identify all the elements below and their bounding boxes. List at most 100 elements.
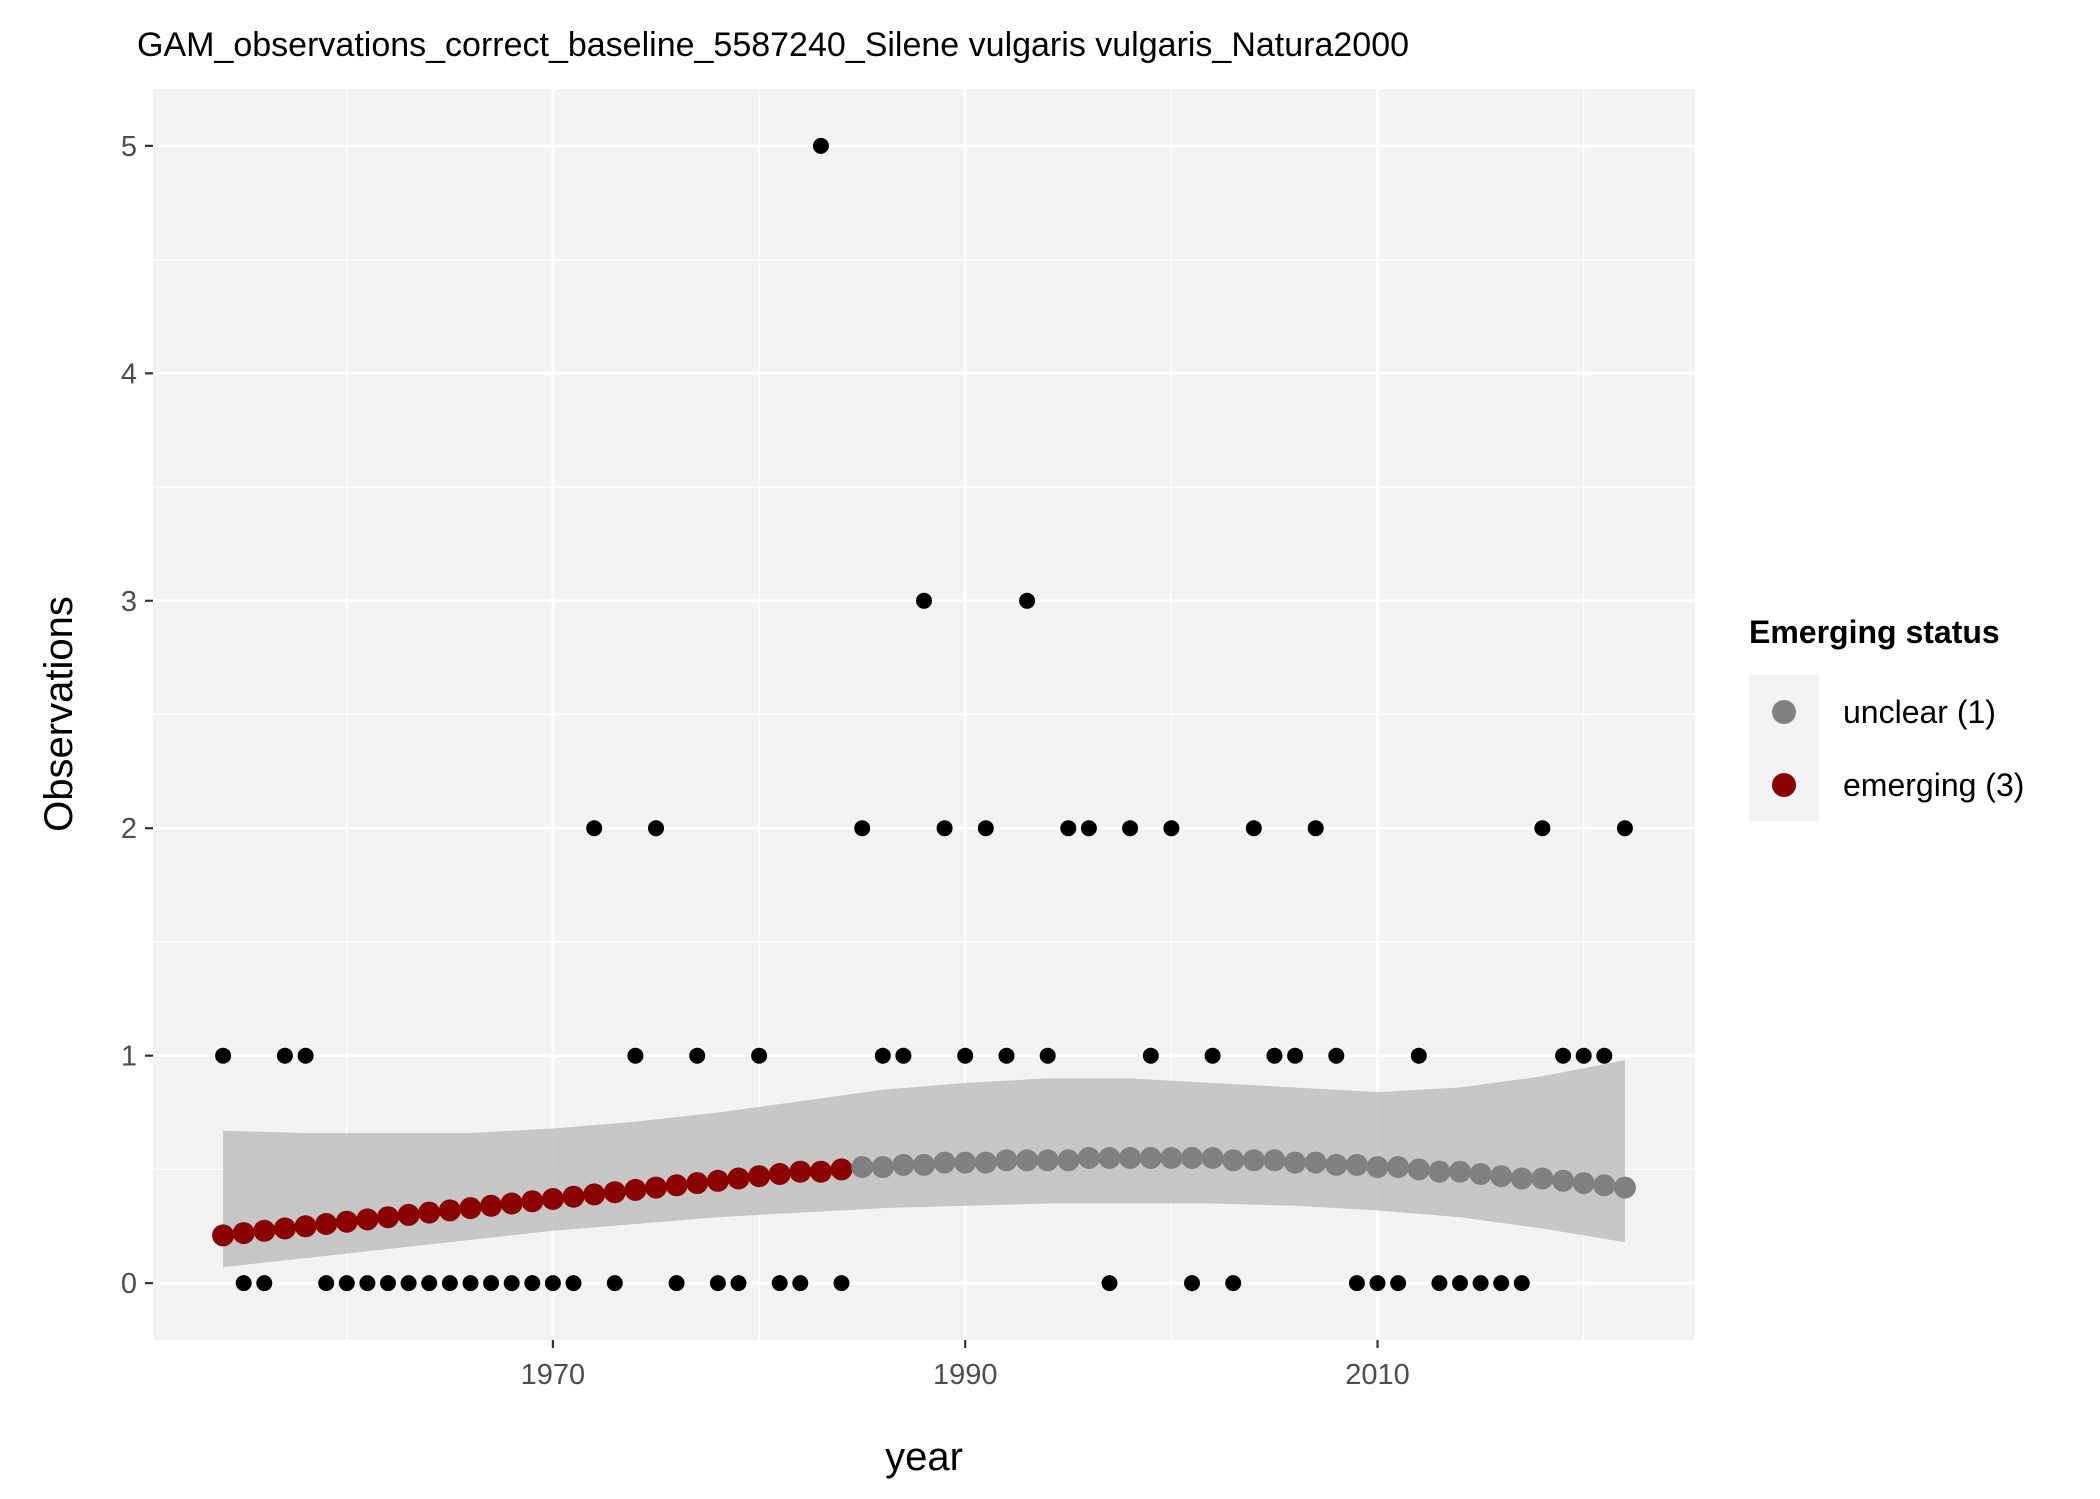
observation-point — [297, 1047, 314, 1064]
observation-point — [874, 1047, 891, 1064]
fitted-point-emerging — [706, 1169, 729, 1192]
observation-point — [1390, 1275, 1407, 1292]
observation-point — [1555, 1047, 1572, 1064]
observation-point — [1225, 1275, 1242, 1292]
y-axis: 0 1 2 3 4 5 — [121, 131, 153, 1300]
fitted-point-emerging — [748, 1165, 771, 1188]
y-tick-label: 0 — [121, 1268, 137, 1300]
x-axis: 1970 1990 2010 — [521, 1340, 1410, 1391]
fitted-point-emerging — [562, 1185, 585, 1208]
observation-point — [235, 1275, 252, 1292]
fitted-point-emerging — [768, 1163, 791, 1185]
fitted-point-unclear — [1593, 1174, 1616, 1197]
legend-label-emerging: emerging (3) — [1843, 767, 2024, 803]
observation-point — [1184, 1275, 1200, 1292]
fitted-point-emerging — [541, 1188, 564, 1210]
fitted-point-unclear — [1407, 1158, 1430, 1181]
observation-point — [1245, 820, 1262, 837]
fitted-point-unclear — [974, 1151, 997, 1174]
fitted-point-unclear — [1016, 1149, 1039, 1172]
observation-point — [606, 1275, 623, 1292]
fitted-point-emerging — [212, 1224, 235, 1247]
fitted-point-unclear — [1139, 1147, 1162, 1169]
observation-point — [812, 137, 829, 154]
observation-point — [421, 1275, 438, 1292]
legend-key-background — [1749, 675, 1819, 821]
fitted-point-emerging — [521, 1190, 544, 1213]
observation-point — [359, 1275, 376, 1292]
observation-point — [1452, 1275, 1468, 1292]
fitted-point-emerging — [500, 1192, 523, 1215]
observation-point — [544, 1275, 561, 1292]
observation-point — [1142, 1047, 1159, 1064]
observation-point — [276, 1047, 293, 1064]
fitted-point-unclear — [1160, 1147, 1183, 1169]
fitted-point-unclear — [1057, 1149, 1080, 1172]
y-tick-label: 4 — [121, 358, 137, 390]
y-tick-label: 1 — [121, 1041, 137, 1073]
observation-point — [565, 1275, 582, 1292]
fitted-point-unclear — [933, 1151, 956, 1174]
observation-point — [1534, 820, 1551, 837]
observation-point — [215, 1047, 232, 1064]
observation-point — [1060, 820, 1077, 837]
observation-point — [400, 1275, 417, 1292]
fitted-point-emerging — [397, 1203, 420, 1226]
fitted-point-emerging — [418, 1201, 441, 1224]
observation-point — [1616, 820, 1633, 837]
observation-point — [1431, 1275, 1448, 1292]
fitted-point-emerging — [665, 1174, 688, 1197]
observation-point — [462, 1275, 479, 1292]
fitted-point-unclear — [871, 1156, 894, 1179]
x-tick-label: 1970 — [521, 1359, 586, 1391]
observation-point — [1575, 1047, 1592, 1064]
observation-point — [1101, 1275, 1118, 1292]
fitted-point-unclear — [1387, 1156, 1410, 1179]
fitted-point-emerging — [273, 1217, 296, 1240]
fitted-point-unclear — [954, 1151, 977, 1174]
observation-point — [1122, 820, 1139, 837]
fitted-point-emerging — [603, 1181, 626, 1204]
fitted-point-unclear — [1572, 1172, 1595, 1195]
observation-point — [524, 1275, 541, 1292]
observation-point — [586, 820, 603, 837]
observation-point — [1328, 1047, 1345, 1064]
fitted-point-unclear — [1263, 1149, 1286, 1172]
fitted-point-emerging — [253, 1219, 276, 1242]
observation-point — [441, 1275, 458, 1292]
fitted-point-unclear — [892, 1153, 915, 1176]
observation-point — [771, 1275, 788, 1292]
legend-key-unclear — [1772, 700, 1796, 724]
fitted-points — [212, 1147, 1636, 1247]
observation-point — [1410, 1047, 1427, 1064]
fitted-point-emerging — [624, 1178, 647, 1201]
observation-point — [1472, 1275, 1489, 1292]
observation-point — [648, 820, 664, 837]
fitted-point-emerging — [727, 1167, 750, 1190]
fitted-point-emerging — [686, 1172, 709, 1195]
y-tick-label: 3 — [121, 586, 137, 618]
observation-point — [256, 1275, 273, 1292]
fitted-point-unclear — [1181, 1147, 1203, 1169]
observation-point — [895, 1047, 912, 1064]
fitted-point-unclear — [1036, 1149, 1059, 1172]
observation-point — [998, 1047, 1015, 1064]
legend-key-emerging — [1772, 773, 1796, 797]
x-tick-label: 2010 — [1345, 1359, 1410, 1391]
legend-label-unclear: unclear (1) — [1843, 694, 1996, 730]
y-tick-label: 2 — [121, 813, 137, 845]
fitted-point-unclear — [1242, 1149, 1265, 1172]
fitted-point-emerging — [459, 1197, 482, 1220]
fitted-point-unclear — [913, 1153, 935, 1176]
x-axis-title: year — [885, 1435, 963, 1479]
observation-point — [627, 1047, 644, 1064]
observation-point — [1596, 1047, 1613, 1064]
fitted-point-unclear — [1325, 1153, 1348, 1176]
fitted-point-unclear — [1119, 1147, 1142, 1169]
observation-point — [957, 1047, 974, 1064]
observation-point — [1039, 1047, 1056, 1064]
chart-title: GAM_observations_correct_baseline_558724… — [137, 26, 1409, 64]
y-tick-label: 5 — [121, 131, 137, 163]
fitted-point-emerging — [315, 1213, 338, 1235]
fitted-point-emerging — [377, 1206, 399, 1229]
